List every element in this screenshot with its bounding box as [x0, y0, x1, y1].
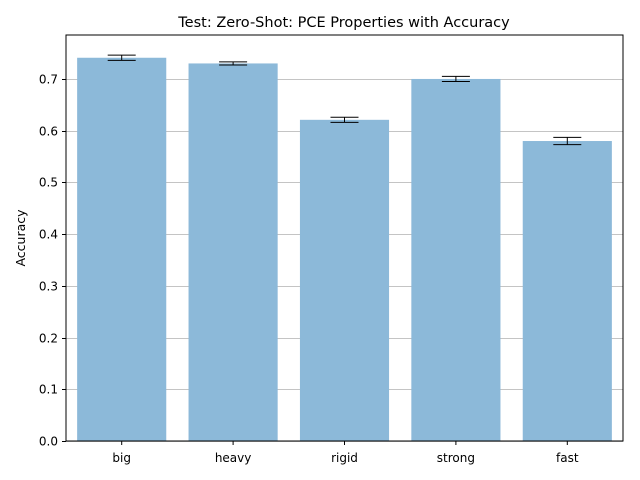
y-tick-label: 0.5	[39, 176, 58, 190]
bar-fast	[522, 141, 612, 441]
y-tick-label: 0.6	[39, 125, 58, 139]
y-axis-label: Accuracy	[13, 209, 28, 267]
y-tick-label: 0.4	[39, 228, 58, 242]
x-tick-label-rigid: rigid	[331, 451, 358, 465]
x-tick-label-fast: fast	[556, 451, 579, 465]
error-bars	[107, 54, 582, 146]
x-tick-label-strong: strong	[437, 451, 475, 465]
y-tick-label: 0.1	[39, 383, 58, 397]
bar-rigid	[299, 119, 390, 442]
bars	[77, 57, 612, 442]
chart-title: Test: Zero-Shot: PCE Properties with Acc…	[177, 15, 510, 31]
x-tick-label-heavy: heavy	[215, 451, 252, 465]
bar-strong	[411, 78, 501, 441]
y-tick-label: 0.0	[39, 435, 58, 449]
bar-heavy	[188, 63, 278, 441]
y-tick-label: 0.3	[39, 280, 58, 294]
x-ticks: big heavy rigid strong fast	[112, 441, 579, 465]
x-tick-label-big: big	[112, 451, 131, 465]
y-ticks: 0.0 0.1 0.2 0.3 0.4 0.5 0.6 0.7	[39, 73, 66, 449]
bar-big	[77, 57, 167, 442]
y-tick-label: 0.2	[39, 332, 58, 346]
y-tick-label: 0.7	[39, 73, 58, 87]
